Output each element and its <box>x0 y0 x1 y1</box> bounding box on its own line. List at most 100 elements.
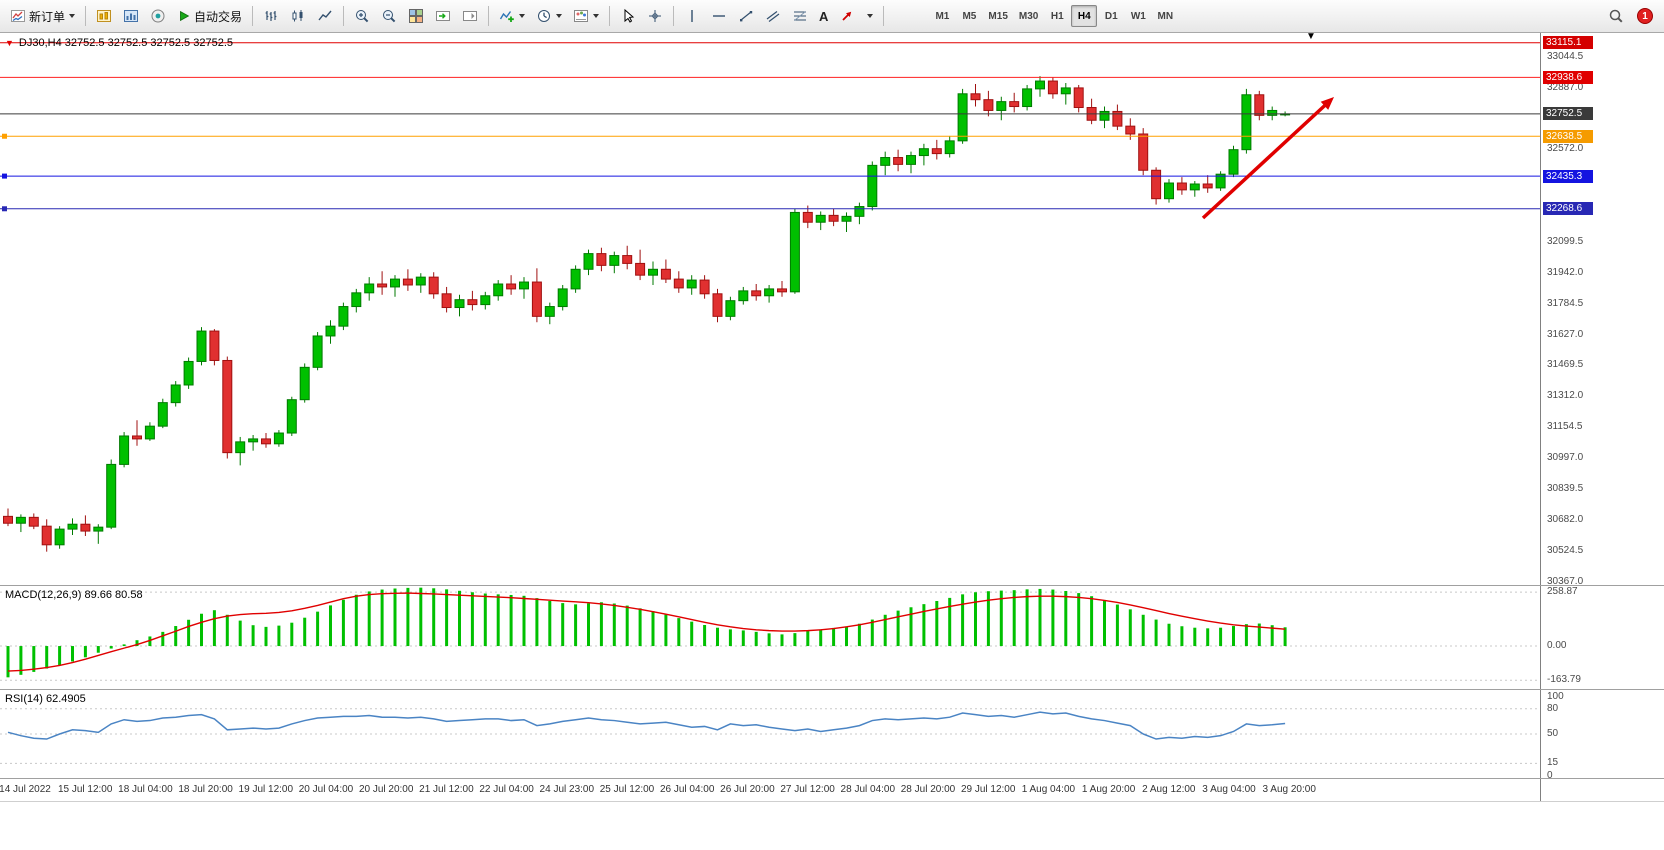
timeframe-m1-button[interactable]: M1 <box>929 5 955 27</box>
auto-scroll-button[interactable] <box>430 4 456 28</box>
rsi-tick-label: 80 <box>1547 702 1559 714</box>
price-tick-label: 32887.0 <box>1547 81 1584 93</box>
zoom-in-button[interactable] <box>349 4 375 28</box>
time-axis-label: 1 Aug 04:00 <box>1021 784 1076 795</box>
sell-marker-icon: ▼ <box>5 37 14 48</box>
timeframe-h1-button[interactable]: H1 <box>1044 5 1070 27</box>
price-level-badge: 32435.3 <box>1543 169 1593 183</box>
symbol-row: ▼ DJ30,H4 32752.5 32752.5 32752.5 32752.… <box>5 37 233 49</box>
timeframe-w1-button[interactable]: W1 <box>1125 5 1151 27</box>
candle <box>880 157 891 166</box>
indicators-button[interactable] <box>494 4 530 28</box>
new-chart-button[interactable] <box>91 4 117 28</box>
vertical-line-tool-button[interactable] <box>679 4 705 28</box>
trendline-icon <box>740 11 753 22</box>
time-axis-label: 20 Jul 20:00 <box>358 784 414 795</box>
trend-arrow-head[interactable] <box>1320 97 1334 110</box>
candlestick-chart-button[interactable] <box>285 4 311 28</box>
candle <box>183 360 194 386</box>
arrows-tool-button[interactable] <box>834 4 860 28</box>
timeframe-d1-button[interactable]: D1 <box>1098 5 1124 27</box>
toolbar-separator <box>343 6 345 26</box>
templates-button[interactable] <box>568 4 604 28</box>
bar-chart-button[interactable] <box>258 4 284 28</box>
price-tick-label: 31469.5 <box>1547 359 1584 371</box>
trendline-tool-button[interactable] <box>733 4 759 28</box>
channel-icon <box>766 11 780 22</box>
search-button[interactable] <box>1603 4 1629 28</box>
horizontal-line-tool-button[interactable] <box>706 4 732 28</box>
profiles-button[interactable] <box>118 4 144 28</box>
price-axis[interactable]: 33044.532887.032729.532572.032414.532257… <box>1540 33 1664 802</box>
candle <box>1202 183 1213 189</box>
auto-trading-button[interactable]: 自动交易 <box>172 4 247 28</box>
tile-windows-icon <box>409 9 424 23</box>
macd-signal-line <box>7 592 1286 672</box>
fibonacci-icon <box>794 11 807 21</box>
candle <box>1125 125 1136 135</box>
candle <box>815 214 826 223</box>
price-tick-label: 32572.0 <box>1547 143 1584 155</box>
line-chart-button[interactable] <box>312 4 338 28</box>
candle <box>557 288 568 308</box>
time-axis-label: 26 Jul 20:00 <box>720 784 775 795</box>
panel-separator[interactable] <box>0 689 1664 690</box>
timeframe-mn-button[interactable]: MN <box>1152 5 1178 27</box>
time-axis-label: 28 Jul 04:00 <box>840 784 896 795</box>
price-tick-label: 30997.0 <box>1547 452 1584 464</box>
candle <box>119 435 130 465</box>
candle <box>390 278 400 288</box>
zoom-out-button[interactable] <box>376 4 402 28</box>
channel-tool-button[interactable] <box>760 4 786 28</box>
notification-badge[interactable]: 1 <box>1637 8 1653 24</box>
toolbar-right-group: 1 <box>1603 4 1659 28</box>
candle <box>906 155 916 165</box>
timeframe-m5-button[interactable]: M5 <box>956 5 982 27</box>
candle <box>957 93 968 142</box>
trend-arrow-line[interactable] <box>1201 100 1331 220</box>
time-axis[interactable]: 14 Jul 2022 15 Jul 12:00 18 Jul 04:00 18 Ju… <box>0 779 1540 801</box>
price-tick-label: 31627.0 <box>1547 328 1584 340</box>
rsi-tick-label: 0 <box>1547 770 1553 781</box>
time-axis-label: 22 Jul 04:00 <box>479 784 534 795</box>
price-level-badge: 32268.6 <box>1543 202 1593 216</box>
candle <box>635 262 646 276</box>
periods-button[interactable] <box>531 4 567 28</box>
panel-separator[interactable] <box>0 585 1664 586</box>
candle <box>854 206 865 217</box>
toolbar-separator <box>673 6 675 26</box>
text-tool-button[interactable]: A <box>814 4 833 28</box>
candle <box>983 99 994 111</box>
tile-windows-button[interactable] <box>403 4 429 28</box>
level-line-handle[interactable] <box>2 206 7 212</box>
chart-shift-button[interactable] <box>457 4 483 28</box>
chart-bottom-border <box>0 801 1664 802</box>
candle <box>299 366 310 401</box>
cursor-button[interactable] <box>615 4 641 28</box>
vertical-line-icon <box>691 10 693 22</box>
main-toolbar: 新订单 自动交易 <box>0 0 1664 33</box>
time-axis-label: 21 Jul 12:00 <box>419 784 474 795</box>
candle <box>312 335 323 368</box>
crosshair-button[interactable] <box>642 4 668 28</box>
rsi-panel-canvas[interactable] <box>0 690 1540 778</box>
candle <box>712 293 723 317</box>
indicators-icon <box>499 11 514 22</box>
macd-panel-canvas[interactable] <box>0 586 1540 689</box>
candle <box>777 288 787 293</box>
timeframe-m30-button[interactable]: M30 <box>1014 5 1043 27</box>
timeframe-m15-button[interactable]: M15 <box>983 5 1012 27</box>
candle <box>1035 80 1045 90</box>
level-line-handle[interactable] <box>2 173 7 179</box>
price-chart-canvas[interactable] <box>0 33 1540 585</box>
timeframe-group: M1 M5 M15 M30 H1 H4 D1 W1 MN <box>929 5 1178 27</box>
clock-icon <box>538 10 551 22</box>
new-order-button[interactable]: 新订单 <box>5 4 80 28</box>
experts-button[interactable] <box>145 4 171 28</box>
level-line-handle[interactable] <box>2 133 7 139</box>
timeframe-h4-button[interactable]: H4 <box>1071 5 1098 27</box>
candle <box>544 306 555 317</box>
fibonacci-tool-button[interactable] <box>787 4 813 28</box>
candle <box>1254 94 1265 116</box>
shapes-dropdown-button[interactable] <box>861 4 878 28</box>
